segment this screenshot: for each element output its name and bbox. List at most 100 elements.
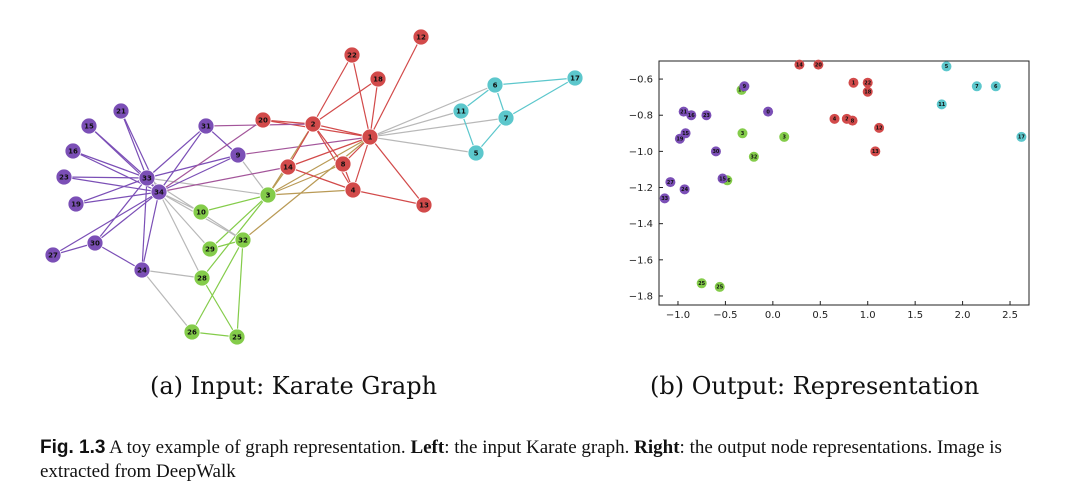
graph-edge-1-12 <box>369 36 422 138</box>
caption-left-label: Left <box>410 437 445 458</box>
graph-edge-24-28 <box>141 269 203 279</box>
graph-edge-4-14 <box>287 166 354 191</box>
plot-frame <box>658 60 1030 306</box>
graph-edge-31-33 <box>146 125 207 179</box>
scatter-point-label: 11 <box>938 102 945 108</box>
graph-edge-1-3 <box>267 136 371 196</box>
graph-node-12 <box>412 28 430 46</box>
graph-node-label-30: 30 <box>90 240 100 248</box>
scatter-point-label: 15 <box>682 131 689 137</box>
graph-edge-23-33 <box>63 176 148 179</box>
caption-text-1: A toy example of graph representation. <box>105 437 411 458</box>
scatter-point-label: 23 <box>703 113 710 119</box>
graph-edge-4-13 <box>352 189 425 206</box>
scatter-point-label: 5 <box>945 64 949 70</box>
scatter-point-label: 9 <box>743 84 747 90</box>
scatter-point-label: 3 <box>782 135 786 141</box>
graph-node-label-10: 10 <box>196 209 206 217</box>
graph-edge-29-34 <box>158 191 211 250</box>
graph-node-label-31: 31 <box>201 123 211 131</box>
graph-node-label-19: 19 <box>71 201 81 209</box>
graph-node-31 <box>197 117 215 135</box>
scatter-point-12 <box>874 122 885 133</box>
graph-edge-24-26 <box>141 269 193 333</box>
graph-edge-2-18 <box>312 78 379 125</box>
scatter-point-label: 30 <box>712 149 719 155</box>
graph-edge-3-28 <box>201 194 269 279</box>
graph-edge-1-6 <box>369 84 496 138</box>
graph-node-11 <box>452 102 470 120</box>
graph-edge-1-2 <box>312 123 371 138</box>
scatter-point-24 <box>679 184 690 195</box>
x-tick-label: 0.5 <box>812 310 828 321</box>
graph-node-17 <box>566 69 584 87</box>
scatter-point-label: 14 <box>796 62 803 68</box>
graph-edge-1-9 <box>237 136 371 156</box>
scatter-point-16 <box>686 110 697 121</box>
graph-node-label-25: 25 <box>232 334 242 342</box>
scatter-point-label: 13 <box>872 149 879 155</box>
scatter-point-30 <box>710 146 721 157</box>
scatter-point-3 <box>737 128 748 139</box>
scatter-point-1 <box>848 77 859 88</box>
graph-node-label-7: 7 <box>504 115 509 123</box>
graph-edge-14-34 <box>158 166 289 193</box>
graph-edge-1-4 <box>352 136 371 191</box>
graph-node-32 <box>234 231 252 249</box>
scatter-point-32 <box>748 151 759 162</box>
scatter-point-19 <box>674 133 685 144</box>
scatter-point-14 <box>794 59 805 70</box>
graph-edge-24-30 <box>94 242 143 271</box>
graph-node-label-26: 26 <box>187 329 197 337</box>
scatter-point-label: 22 <box>864 80 871 86</box>
graph-node-20 <box>254 111 272 129</box>
graph-edge-26-32 <box>191 239 244 333</box>
y-tick-label: −1.8 <box>629 291 653 302</box>
caption-right-label: Right <box>634 437 680 458</box>
scatter-point-label: 32 <box>750 155 757 161</box>
scatter-point-18 <box>862 86 873 97</box>
graph-edge-20-34 <box>158 119 264 193</box>
graph-edge-25-32 <box>236 239 244 338</box>
x-tick-label: 1.0 <box>860 310 876 321</box>
graph-edge-21-33 <box>120 110 148 179</box>
subcaption-a: (a) Input: Karate Graph <box>150 372 438 400</box>
y-tick-label: −1.2 <box>629 183 653 194</box>
graph-node-label-3: 3 <box>266 192 271 200</box>
graph-edge-7-17 <box>505 77 576 119</box>
figure-label: Fig. 1.3 <box>40 437 106 458</box>
graph-node-7 <box>497 109 515 127</box>
y-tick-label: −1.0 <box>629 147 653 158</box>
graph-node-10 <box>192 203 210 221</box>
graph-node-15 <box>80 117 98 135</box>
graph-edge-1-11 <box>369 110 462 138</box>
scatter-point-label: 33 <box>661 196 668 202</box>
graph-node-22 <box>343 46 361 64</box>
karate-graph: 1234567891011121314151617181920212223242… <box>44 28 584 346</box>
scatter-point-label: 7 <box>975 84 979 90</box>
graph-node-29 <box>201 240 219 258</box>
graph-node-5 <box>467 144 485 162</box>
graph-node-label-27: 27 <box>48 252 58 260</box>
graph-node-25 <box>228 328 246 346</box>
scatter-point-label: 21 <box>680 109 687 115</box>
scatter-point-label: 20 <box>815 62 822 68</box>
x-tick-label: 2.0 <box>955 310 971 321</box>
scatter-point-label: 16 <box>688 113 695 119</box>
graph-node-24 <box>133 261 151 279</box>
plot-ticks: −1.0 −0.5 0.0 0.5 1.0 1.5 2.0 2.5 −0.6 −0.8 −1.0 −1… <box>629 75 1018 321</box>
graph-node-label-11: 11 <box>456 108 466 116</box>
graph-node-4 <box>344 181 362 199</box>
graph-node-27 <box>44 246 62 264</box>
graph-node-label-23: 23 <box>59 174 69 182</box>
graph-edge-30-33 <box>94 177 148 244</box>
caption-text-3: : the output node representations. Image… <box>40 437 1002 482</box>
figure-caption: Fig. 1.3 A toy example of graph represen… <box>40 436 1050 484</box>
graph-node-28 <box>193 269 211 287</box>
graph-node-label-21: 21 <box>116 108 126 116</box>
scatter-point-label: 4 <box>833 117 837 123</box>
graph-edge-1-22 <box>351 54 371 138</box>
graph-node-label-15: 15 <box>84 123 94 131</box>
x-tick-label: −1.0 <box>666 310 690 321</box>
scatter-point-17 <box>1016 131 1027 142</box>
